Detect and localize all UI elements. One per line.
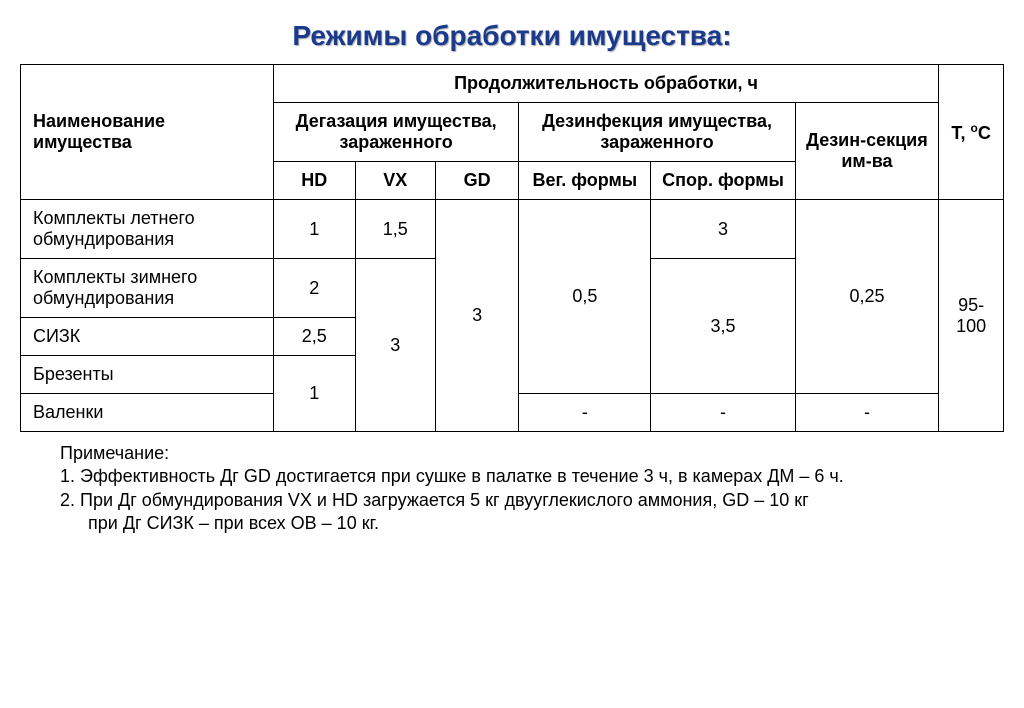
processing-modes-table: Наименование имущества Продолжительность…: [20, 64, 1004, 432]
notes-label: Примечание:: [60, 442, 1004, 465]
cell-hd-merged: 1: [273, 356, 355, 432]
col-degassing: Дегазация имущества, зараженного: [273, 103, 518, 162]
cell-veg: -: [519, 394, 651, 432]
col-disinsection: Дезин-секция им-ва: [795, 103, 939, 200]
cell-name: Брезенты: [21, 356, 274, 394]
cell-name: Валенки: [21, 394, 274, 432]
col-vx: VX: [355, 162, 435, 200]
cell-hd: 2: [273, 259, 355, 318]
col-veg: Вег. формы: [519, 162, 651, 200]
col-spore: Спор. формы: [651, 162, 795, 200]
cell-gd-merged: 3: [435, 200, 519, 432]
cell-spore: 3: [651, 200, 795, 259]
col-gd: GD: [435, 162, 519, 200]
note-1: 1. Эффективность Дг GD достигается при с…: [60, 465, 1004, 488]
cell-name: Комплекты зимнего обмундирования: [21, 259, 274, 318]
note-2: 2. При Дг обмундирования VX и HD загружа…: [60, 489, 1004, 512]
cell-name: Комплекты летнего обмундирования: [21, 200, 274, 259]
cell-name: СИЗК: [21, 318, 274, 356]
table-row: Комплекты летнего обмундирования 1 1,5 3…: [21, 200, 1004, 259]
cell-vx-merged: 3: [355, 259, 435, 432]
cell-vx: 1,5: [355, 200, 435, 259]
col-hd: HD: [273, 162, 355, 200]
col-duration: Продолжительность обработки, ч: [273, 65, 938, 103]
col-name: Наименование имущества: [21, 65, 274, 200]
cell-disins-merged: 0,25: [795, 200, 939, 394]
page-title: Режимы обработки имущества:: [20, 20, 1004, 52]
note-2b: при Дг СИЗК – при всех ОВ – 10 кг.: [60, 512, 1004, 535]
col-temp: Т, оС: [939, 65, 1004, 200]
cell-hd: 2,5: [273, 318, 355, 356]
col-disinfection: Дезинфекция имущества, зараженного: [519, 103, 795, 162]
cell-temp-merged: 95-100: [939, 200, 1004, 432]
notes-section: Примечание: 1. Эффективность Дг GD дости…: [20, 442, 1004, 536]
cell-disins: -: [795, 394, 939, 432]
cell-hd: 1: [273, 200, 355, 259]
cell-spore: -: [651, 394, 795, 432]
cell-veg-merged: 0,5: [519, 200, 651, 394]
cell-spore-merged: 3,5: [651, 259, 795, 394]
